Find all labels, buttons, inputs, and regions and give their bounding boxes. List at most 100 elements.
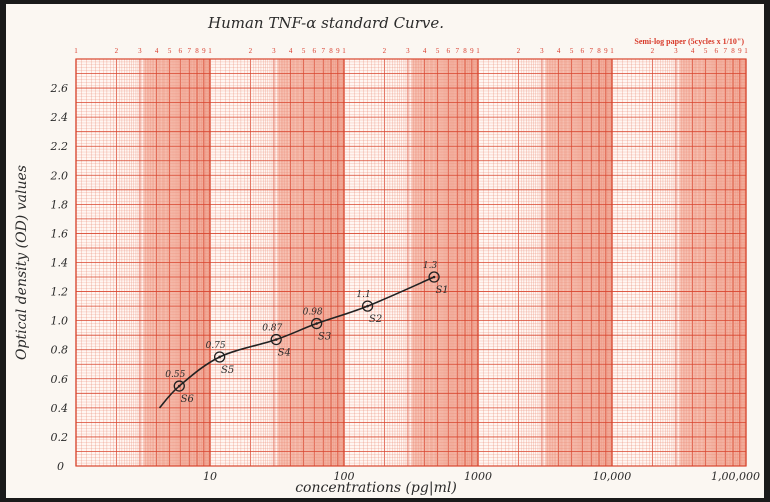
cycle-digit: 5: [570, 47, 574, 55]
x-tick-label: 1000: [464, 470, 492, 483]
cycle-digit: 3: [540, 47, 544, 55]
cycle-digit: 1: [476, 47, 480, 55]
cycle-digit: 1: [342, 47, 346, 55]
cycle-digit: 9: [470, 47, 474, 55]
cycle-digit: 1: [74, 47, 78, 55]
cycle-digit: 5: [436, 47, 440, 55]
data-point-marker: [213, 351, 226, 363]
y-axis-ticks: 0.2 0.4 0.6 0.8 1.0 1.2 1.4 1.6 1.8 2.0 2.2 2.4 2.6 0: [50, 82, 69, 473]
standard-point-label: S5: [221, 365, 234, 376]
x-tick-label: 10,000: [593, 470, 632, 483]
cycle-digit: 3: [406, 47, 410, 55]
cycle-digit: 2: [651, 47, 655, 55]
data-point-center: [315, 322, 318, 325]
standard-point-label: S6: [181, 394, 195, 405]
data-point-group: 1.1 S2: [356, 290, 382, 325]
standard-point-label: S3: [318, 332, 331, 343]
cycle-digit: 7: [589, 47, 593, 55]
cycle-digit: 8: [195, 47, 199, 55]
y-tick-label: 1.8: [51, 198, 69, 211]
data-point-marker: [361, 300, 374, 312]
cycle-digit: 8: [463, 47, 467, 55]
cycle-digit: 5: [302, 47, 306, 55]
paper-label: Semi-log paper (5cycles x 1/10"): [634, 37, 744, 46]
data-point-group: 1.3 S1: [423, 261, 449, 296]
cycle-digit: 7: [187, 47, 191, 55]
grid-lines: [75, 58, 747, 467]
cycle-digit: 7: [321, 47, 325, 55]
data-point-marker: [270, 333, 282, 346]
cycle-digit: 1: [744, 47, 748, 55]
grid-border: [75, 58, 747, 467]
y-tick-label: 0.4: [51, 402, 69, 415]
data-value-label: 0.55: [165, 370, 185, 380]
y-tick-label: 0.8: [51, 344, 69, 357]
y-tick-label: 1.6: [51, 227, 69, 240]
cycle-digit: 1: [208, 47, 212, 55]
y-tick-label: 1.4: [51, 257, 69, 270]
y-tick-label: 2.4: [50, 111, 69, 124]
cycle-digit: 9: [738, 47, 742, 55]
cycle-digit: 6: [715, 47, 719, 55]
cycle-digit: 6: [447, 47, 451, 55]
y-tick-label: 0.6: [51, 373, 69, 386]
x-axis-label: concentrations (pg|ml): [295, 480, 457, 496]
cycle-digit: 4: [423, 47, 427, 55]
cycle-digit: 8: [731, 47, 735, 55]
standard-point-label: S2: [369, 314, 382, 325]
standard-point-label: S4: [278, 348, 291, 359]
cycle-digit: 4: [557, 47, 561, 55]
cycle-digit: 3: [272, 47, 276, 55]
data-value-label: 1.1: [356, 290, 370, 300]
cycle-digit: 7: [723, 47, 727, 55]
data-point-center: [218, 355, 221, 359]
cycle-digit: 6: [179, 47, 183, 55]
data-point-marker: [428, 271, 440, 283]
cycle-digit: 9: [202, 47, 206, 55]
y-tick-label: 0.2: [51, 431, 69, 444]
cycle-digit: 3: [674, 47, 678, 55]
data-point-group: 0.75 S5: [206, 341, 235, 376]
data-point-group: 0.87 S4: [262, 324, 291, 359]
cycle-digit: 8: [329, 47, 333, 55]
data-point-center: [432, 275, 436, 279]
cycle-digit: 6: [313, 47, 317, 55]
data-point-group: 0.55 S6: [165, 370, 194, 405]
data-point-center: [177, 384, 181, 388]
y-tick-label: 1.0: [51, 315, 69, 328]
cycle-digit: 7: [455, 47, 459, 55]
cycle-digit: 4: [155, 47, 159, 55]
cycle-digit: 4: [691, 47, 695, 55]
chart-title: Human TNF-α standard Curve.: [207, 14, 444, 32]
y-tick-label: 1.2: [51, 286, 69, 299]
cycle-digit: 3: [138, 47, 142, 55]
y-axis-label: Optical density (OD) values: [14, 165, 30, 360]
data-value-label: 1.3: [423, 261, 438, 271]
cycle-digit: 4: [289, 47, 293, 55]
x-tick-label: 100: [334, 470, 355, 483]
y-tick-label: 2.0: [50, 169, 69, 182]
cycle-digit: 6: [581, 47, 585, 55]
cycle-digit: 8: [597, 47, 601, 55]
data-point-marker: [173, 380, 185, 392]
cycle-digit: 2: [517, 47, 521, 55]
data-value-label: 0.75: [206, 341, 226, 351]
cycle-digit: 2: [383, 47, 387, 55]
cycle-digit: 9: [336, 47, 340, 55]
cycle-digit: 5: [168, 47, 172, 55]
y-tick-label-zero: 0: [57, 460, 64, 473]
x-axis-ticks: 10 100 1000 10,000 1,00,000: [203, 470, 760, 483]
cycle-digit: 9: [604, 47, 608, 55]
cycle-digit: 1: [610, 47, 614, 55]
cycle-digit: 2: [115, 47, 119, 55]
data-value-label: 0.87: [262, 324, 282, 334]
data-point-group: 0.98 S3: [303, 308, 332, 343]
y-tick-label: 2.6: [50, 82, 69, 95]
x-tick-label: 1,00,000: [711, 470, 760, 483]
standard-point-label: S1: [435, 285, 448, 296]
data-point-center: [274, 338, 278, 341]
cycle-digit: 5: [704, 47, 708, 55]
